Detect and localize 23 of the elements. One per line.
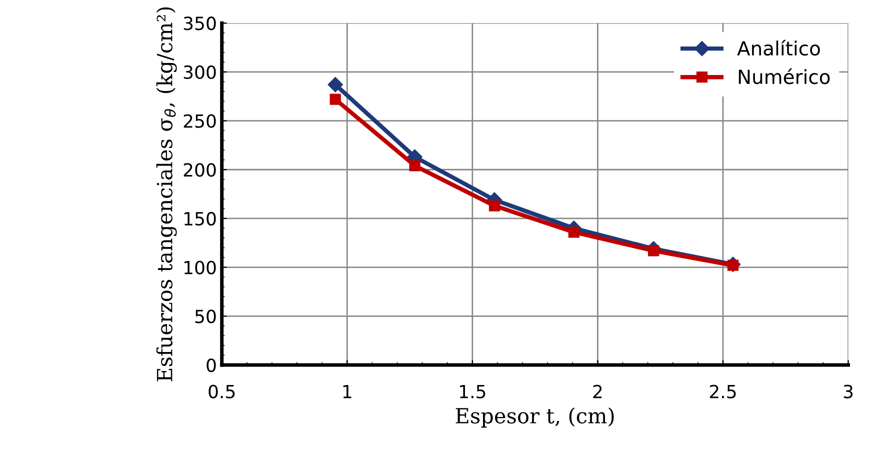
y-tick-label: 350 <box>184 16 216 30</box>
y-tick-label: 300 <box>184 65 216 80</box>
y-tick-label: 200 <box>184 163 216 177</box>
y-tick-label: 250 <box>184 114 216 128</box>
point <box>330 94 341 105</box>
point <box>328 77 343 92</box>
x-axis-title: Espesor t, (cm) <box>456 407 614 428</box>
legend-label: Analítico <box>737 40 820 56</box>
y-tick-label: 100 <box>184 260 216 274</box>
x-tick-label: 2.5 <box>710 384 736 398</box>
x-tick-label: 1 <box>343 384 352 398</box>
y-axis-title: Esfuerzos tangenciales σ$_{θ}$, (kg/cm²) <box>156 7 177 382</box>
point <box>568 226 580 238</box>
point <box>488 200 500 212</box>
y-tick-label: 0 <box>206 358 216 372</box>
y-tick-label: 50 <box>195 310 216 324</box>
x-tick-label: 2 <box>593 384 602 398</box>
x-tick-label: 3 <box>844 384 853 398</box>
legend-label: Numérico <box>738 68 830 84</box>
x-tick-label: 1.5 <box>460 384 486 398</box>
point <box>409 160 420 172</box>
y-tick-label: 150 <box>184 212 216 226</box>
x-tick-label: 0.5 <box>208 384 235 398</box>
